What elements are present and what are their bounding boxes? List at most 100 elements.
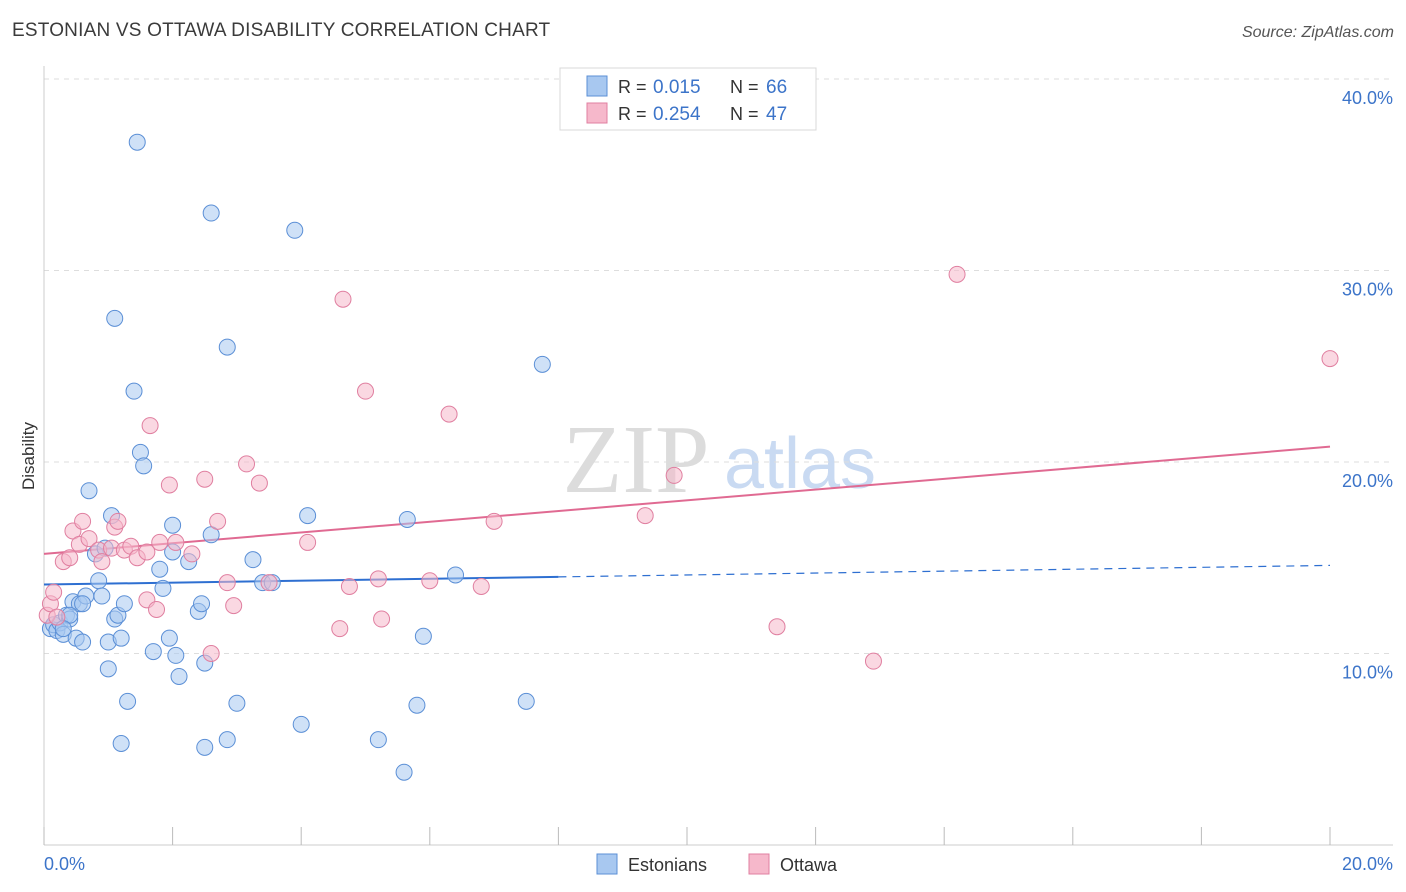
watermark-zip: ZIP xyxy=(563,406,710,514)
ottawa-point xyxy=(202,645,220,662)
ottawa-point xyxy=(357,382,374,400)
ottawa-point xyxy=(74,512,92,530)
ottawa-point xyxy=(948,265,966,283)
estonians-point xyxy=(106,309,124,327)
ottawa-point xyxy=(299,533,317,551)
estonians-point xyxy=(517,692,535,710)
legend-r-value: 0.254 xyxy=(653,104,701,125)
estonians-point xyxy=(115,595,133,613)
legend-bottom-swatch-ottawa xyxy=(748,853,770,875)
estonians-point xyxy=(244,551,262,569)
legend-swatch-ottawa xyxy=(586,102,608,124)
estonians-point xyxy=(90,572,108,590)
ottawa-point xyxy=(472,577,490,595)
watermark: ZIP atlas xyxy=(563,406,877,514)
estonians-point xyxy=(299,507,317,525)
ottawa-point xyxy=(250,474,268,492)
source-label: Source: ZipAtlas.com xyxy=(1241,24,1394,41)
trend-lines xyxy=(43,445,1331,586)
estonians-point xyxy=(447,566,465,584)
estonians-point xyxy=(414,627,432,645)
estonians-point xyxy=(170,667,188,685)
ottawa-point xyxy=(209,512,227,530)
ottawa-point xyxy=(238,455,256,473)
ottawa-point xyxy=(636,507,654,525)
ottawa-point xyxy=(340,577,358,595)
ottawa-point xyxy=(665,466,683,484)
estonians-point xyxy=(408,696,426,714)
series-ottawa-points xyxy=(38,265,1339,670)
estonians-point xyxy=(125,382,143,400)
ottawa-point xyxy=(485,512,503,530)
estonians-point xyxy=(119,692,137,710)
ottawa-point xyxy=(93,553,111,571)
x-tick-label-min: 0.0% xyxy=(44,854,85,874)
estonians-point xyxy=(93,587,111,605)
ottawa-point xyxy=(138,543,156,561)
estonians-point xyxy=(533,355,551,373)
ottawa-point xyxy=(109,512,127,530)
estonians-point xyxy=(228,694,246,712)
estonians-point xyxy=(144,643,162,661)
estonians-point xyxy=(80,482,98,500)
estonians-point xyxy=(160,629,178,647)
estonians-point xyxy=(218,731,236,749)
ottawa-point xyxy=(1321,350,1339,368)
estonians-point xyxy=(154,579,172,597)
estonians-point xyxy=(112,629,130,647)
x-tick-label-max: 20.0% xyxy=(1342,854,1393,874)
ottawa-point xyxy=(225,597,243,615)
legend-bottom-label-ottawa: Ottawa xyxy=(780,855,838,875)
ottawa-point xyxy=(373,610,391,628)
watermark-atlas: atlas xyxy=(724,424,876,504)
ottawa-point xyxy=(80,530,98,548)
trend-line-estonians xyxy=(43,575,559,586)
estonians-point xyxy=(398,510,416,528)
legend-n-value: 47 xyxy=(766,104,787,125)
ottawa-point xyxy=(61,549,79,567)
ottawa-point xyxy=(151,533,169,551)
y-tick-label: 40.0% xyxy=(1342,88,1393,108)
legend-r-label: R = xyxy=(618,104,647,124)
trend-line-estonians-extension xyxy=(558,564,1331,578)
estonians-point xyxy=(193,595,211,613)
estonians-point xyxy=(164,516,182,534)
axes xyxy=(43,66,1393,846)
legend-n-value: 66 xyxy=(766,77,787,98)
estonians-point xyxy=(395,763,413,781)
ottawa-point xyxy=(141,417,159,435)
series-estonians-points xyxy=(41,133,551,781)
estonians-point xyxy=(218,338,236,356)
legend-n-label: N = xyxy=(730,77,759,97)
trend-line-ottawa xyxy=(43,445,1331,555)
ottawa-point xyxy=(334,290,352,308)
ottawa-point xyxy=(260,574,278,592)
y-tick-label: 20.0% xyxy=(1342,471,1393,491)
ottawa-point xyxy=(331,620,349,638)
estonians-point xyxy=(369,731,387,749)
estonians-point xyxy=(112,735,130,753)
estonians-point xyxy=(128,133,146,151)
ottawa-point xyxy=(440,405,458,423)
legend-top: R = 0.015 N = 66 R = 0.254 N = 47 xyxy=(559,67,817,131)
legend-bottom: Estonians Ottawa xyxy=(596,853,838,875)
ottawa-point xyxy=(148,600,166,618)
ottawa-point xyxy=(218,574,236,592)
chart-title: ESTONIAN VS OTTAWA DISABILITY CORRELATIO… xyxy=(12,20,551,41)
legend-bottom-swatch-estonians xyxy=(596,853,618,875)
y-tick-label: 10.0% xyxy=(1342,663,1393,683)
y-tick-label: 30.0% xyxy=(1342,280,1393,300)
estonians-point xyxy=(74,633,92,651)
legend-bottom-label-estonians: Estonians xyxy=(628,855,707,875)
legend-r-value: 0.015 xyxy=(653,77,701,98)
ottawa-point xyxy=(864,652,882,670)
estonians-point xyxy=(167,646,185,664)
legend-swatch-estonians xyxy=(586,75,608,97)
estonians-point xyxy=(99,660,117,678)
estonians-point xyxy=(286,221,304,239)
estonians-point xyxy=(135,457,153,475)
ottawa-point xyxy=(160,476,178,494)
y-tick-labels: 10.0% 20.0% 30.0% 40.0% xyxy=(1342,88,1393,683)
ottawa-point xyxy=(183,545,201,563)
